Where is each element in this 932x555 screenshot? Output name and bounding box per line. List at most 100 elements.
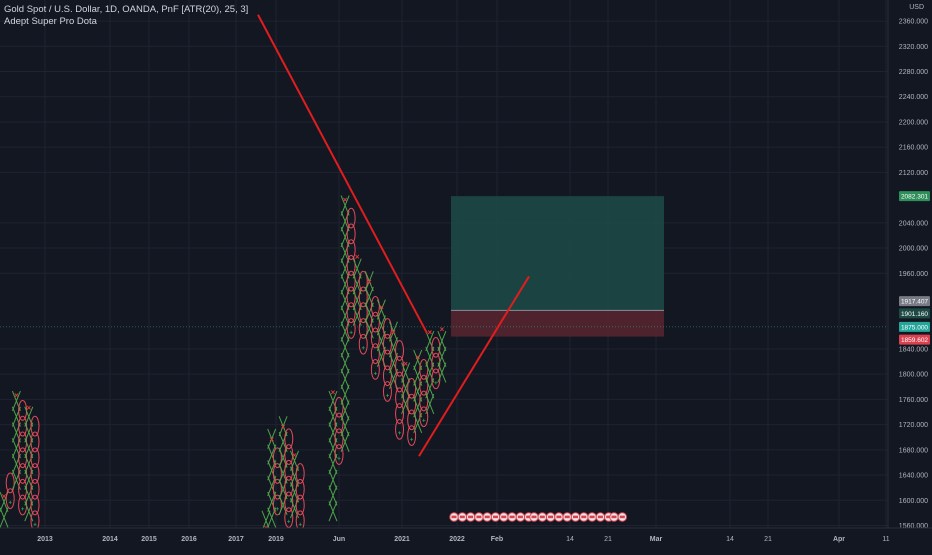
o-mark (395, 403, 405, 424)
x-mark (328, 390, 338, 412)
pnf-column: + (382, 318, 392, 402)
x-mark (413, 412, 423, 434)
x-mark (278, 431, 288, 453)
o-mark (272, 478, 282, 500)
x-mark (425, 394, 435, 415)
price-badge-bg (899, 334, 930, 345)
price-tick-label: 2240.000 (899, 94, 928, 101)
x-tip-marker: × (415, 353, 420, 362)
time-tick-label: 2019 (268, 536, 284, 543)
o-mark (346, 255, 356, 276)
x-mark (278, 447, 288, 468)
o-mark (284, 491, 294, 513)
event-flag-icon (611, 515, 617, 519)
o-mark (419, 406, 429, 428)
x-mark (364, 302, 374, 323)
o-tip-marker: + (349, 330, 353, 336)
x-tip-marker: × (331, 388, 336, 397)
pnf-column: + (370, 295, 380, 380)
time-axis[interactable]: 2013 2014 2015 2016 2017 2019 Jun 2021 2022 Feb 14… (0, 527, 932, 550)
o-mark (346, 286, 356, 308)
pnf-column: + (407, 377, 417, 447)
event-flag-icon (468, 515, 474, 519)
x-mark (352, 258, 362, 279)
o-tip-marker: + (8, 501, 12, 507)
pnf-columns: ×+×+×+××+×+×+×+×+×+×+×+×+×+×+×+× (0, 195, 447, 532)
o-tip-marker: + (398, 431, 402, 437)
pnf-column: × (290, 450, 299, 519)
x-tip-marker: × (26, 404, 31, 413)
price-tick-label: 1840.000 (899, 346, 928, 353)
x-tip-marker: × (367, 278, 372, 287)
symbol-title[interactable]: Gold Spot / U.S. Dollar, 1D, OANDA, PnF … (4, 4, 249, 15)
price-badge-bg (899, 296, 930, 307)
price-tick-label: 2320.000 (899, 44, 928, 51)
price-tick-label: 1560.000 (899, 523, 928, 530)
o-mark (395, 340, 405, 361)
x-mark (340, 384, 350, 405)
x-mark (413, 349, 423, 371)
time-tick-label: 2014 (102, 536, 118, 543)
event-icons[interactable] (449, 512, 627, 522)
x-mark (340, 431, 350, 453)
o-tip-marker: + (374, 371, 378, 377)
o-mark (382, 318, 392, 339)
event-flag-icon (493, 515, 498, 519)
x-mark (376, 299, 386, 320)
event-flag-icon (573, 515, 578, 519)
pnf-column: + (395, 340, 405, 440)
price-tick-label: 2200.000 (899, 119, 928, 126)
o-mark (30, 431, 40, 453)
price-axis[interactable]: 1560.000 1600.000 1640.000 1680.000 1720.000… (887, 0, 932, 530)
o-mark (5, 472, 15, 494)
x-tip-marker: × (355, 252, 360, 261)
time-tick-label: 2015 (141, 536, 157, 543)
price-tick-label: 1720.000 (899, 422, 928, 429)
trendlines[interactable] (257, 14, 530, 457)
x-mark (401, 362, 411, 383)
long-position-tool[interactable] (0, 196, 888, 337)
x-mark (364, 271, 374, 292)
price-axis-bg (888, 0, 932, 528)
o-mark (334, 396, 344, 418)
o-tip-marker: + (386, 393, 390, 399)
trendline-up[interactable] (418, 275, 530, 457)
o-mark (358, 270, 368, 292)
trendline-down[interactable] (257, 14, 428, 334)
event-flag-icon (606, 515, 612, 519)
indicator-name[interactable]: Adept Super Pro Dota (4, 16, 97, 27)
o-mark (284, 459, 294, 481)
x-tip-marker: × (391, 328, 396, 337)
time-tick-label: Feb (491, 536, 503, 543)
o-mark (30, 494, 40, 516)
time-tick-label: 21 (764, 536, 772, 543)
pnf-column: + (358, 270, 368, 355)
o-mark (370, 343, 380, 365)
pnf-column: × (328, 388, 338, 522)
target-zone[interactable] (451, 196, 664, 311)
o-mark (295, 478, 305, 500)
x-mark (328, 485, 338, 506)
price-badge: 2082.301 (899, 191, 930, 202)
price-badge-label: 1917.407 (901, 299, 928, 306)
x-mark (261, 510, 271, 531)
o-mark (272, 494, 282, 516)
o-mark (395, 418, 405, 440)
o-mark (346, 302, 356, 324)
x-mark (328, 469, 338, 490)
price-badge: 1917.407 (899, 296, 930, 307)
stop-zone[interactable] (451, 310, 664, 337)
o-mark (272, 463, 282, 484)
time-tick-label: 2022 (449, 536, 465, 543)
x-mark (437, 330, 447, 352)
o-mark (346, 318, 356, 339)
o-mark (407, 425, 417, 447)
event-flag-icon (539, 515, 545, 519)
time-tick-label: Apr (833, 536, 845, 543)
x-mark (413, 381, 423, 402)
price-tick-label: 2120.000 (899, 170, 928, 177)
o-tip-marker: + (422, 419, 426, 425)
x-mark (267, 428, 277, 449)
